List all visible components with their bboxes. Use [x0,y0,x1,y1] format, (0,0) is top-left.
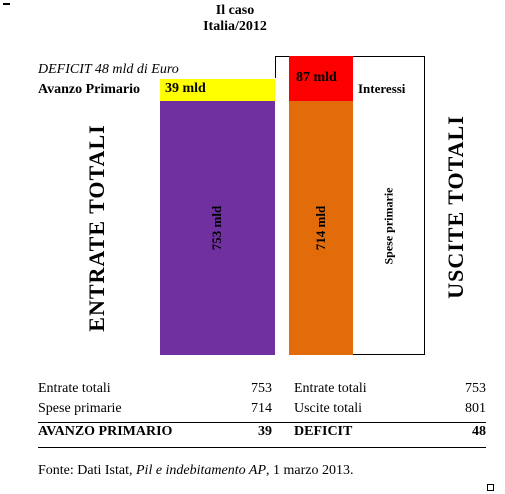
source-prefix: Fonte: Dati Istat, [38,463,136,478]
entrate-totali-value: 753 mld [209,205,224,251]
table-cell: 753 [465,381,486,396]
avanzo-primario-block [160,79,275,101]
spese-primarie-value: 714 mld [313,205,328,251]
uscite-totali-side-label: USCITE TOTALI [443,115,468,299]
interessi-block [289,56,353,101]
table-cell: AVANZO PRIMARIO [38,424,173,439]
interessi-label: Interessi [358,81,406,96]
table-cell: 753 [251,381,272,396]
summary-table: Entrate totali 753 Entrate totali 753 Sp… [38,381,486,448]
table-cell: Entrate totali [294,381,367,396]
resize-handle-icon[interactable] [487,484,494,491]
interessi-value: 87 mld [296,70,337,85]
corner-handle-icon [3,3,10,6]
source-suffix: , 1 marzo 2013. [266,463,354,478]
table-cell: 801 [465,401,486,416]
deficit-note: DEFICIT 48 mld di Euro [38,62,179,77]
table-total-row: AVANZO PRIMARIO 39 DEFICIT 48 [38,424,486,446]
uscite-totali-box [352,56,425,355]
table-cell: Spese primarie [38,401,122,416]
connector-line [275,56,289,78]
source-note: Fonte: Dati Istat, Pil e indebitamento A… [38,463,353,479]
table-cell: 48 [472,424,486,439]
avanzo-primario-label: Avanzo Primario [38,82,140,97]
table-cell: Entrate totali [38,381,111,396]
table-row: Entrate totali 753 Entrate totali 753 [38,381,486,401]
entrate-totali-block [160,101,275,355]
title-line-1: Il caso [215,3,255,18]
source-title: Pil e indebitamento AP [136,463,266,478]
table-cell: 714 [251,401,272,416]
spese-primarie-block [289,101,353,355]
table-cell: 39 [258,424,272,439]
table-cell: Uscite totali [294,401,363,416]
table-cell: DEFICIT [294,424,353,439]
entrate-totali-side-label: ENTRATE TOTALI [84,124,109,332]
avanzo-primario-value: 39 mld [165,81,206,96]
table-row: Spese primarie 714 Uscite totali 801 [38,401,486,421]
table-bottom-rule [38,447,486,448]
title-line-2: Italia/2012 [203,19,267,34]
spese-primarie-label: Spese primarie [381,187,396,265]
table-divider [38,422,486,423]
